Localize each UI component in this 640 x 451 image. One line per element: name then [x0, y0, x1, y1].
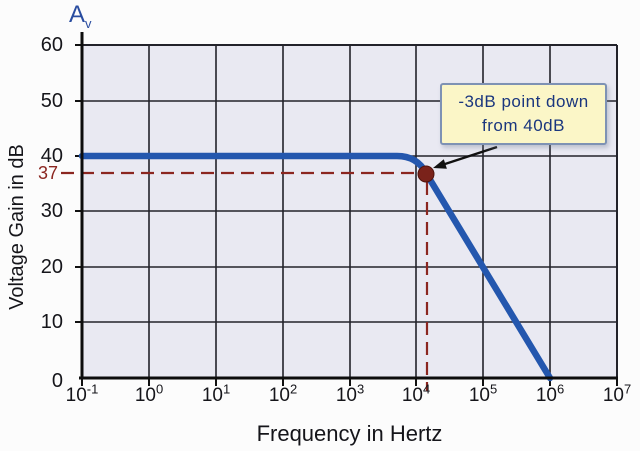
axes — [79, 32, 618, 380]
x-tick-1e7: 107 — [602, 381, 632, 406]
y-tick-30: 30 — [40, 200, 63, 222]
y-tick-0: 0 — [51, 370, 63, 392]
arrowhead-icon — [433, 159, 447, 169]
gain-symbol-subscript: v — [85, 15, 92, 31]
minus-3db-callout: -3dB point down from 40dB — [440, 83, 607, 145]
callout-arrow — [433, 145, 498, 169]
x-tick-1e3: 103 — [335, 381, 365, 406]
x-tick-1e1: 101 — [201, 381, 231, 406]
callout-line-2: from 40dB — [482, 116, 565, 135]
y-tick-20: 20 — [40, 256, 63, 278]
gain-symbol-label: Av — [69, 1, 92, 31]
minus-3db-marker-dot — [417, 165, 435, 183]
x-tick-1e0: 100 — [134, 381, 164, 406]
x-tick-1e-1: 10-1 — [65, 381, 99, 406]
x-tick-1e4: 104 — [401, 381, 431, 406]
x-tick-1e2: 102 — [268, 381, 298, 406]
x-tick-1e6: 106 — [535, 381, 565, 406]
x-tick-1e5: 105 — [468, 381, 498, 406]
y-tick-40: 40 — [40, 145, 63, 167]
x-axis-title: Frequency in Hertz — [256, 421, 443, 446]
y-tick-37: 37 — [37, 163, 58, 183]
callout-line-1: -3dB point down — [458, 92, 589, 111]
y-tick-60: 60 — [40, 34, 63, 56]
dashed-reference-lines — [61, 171, 429, 391]
y-tick-10: 10 — [40, 311, 63, 333]
y-tick-50: 50 — [40, 90, 63, 112]
